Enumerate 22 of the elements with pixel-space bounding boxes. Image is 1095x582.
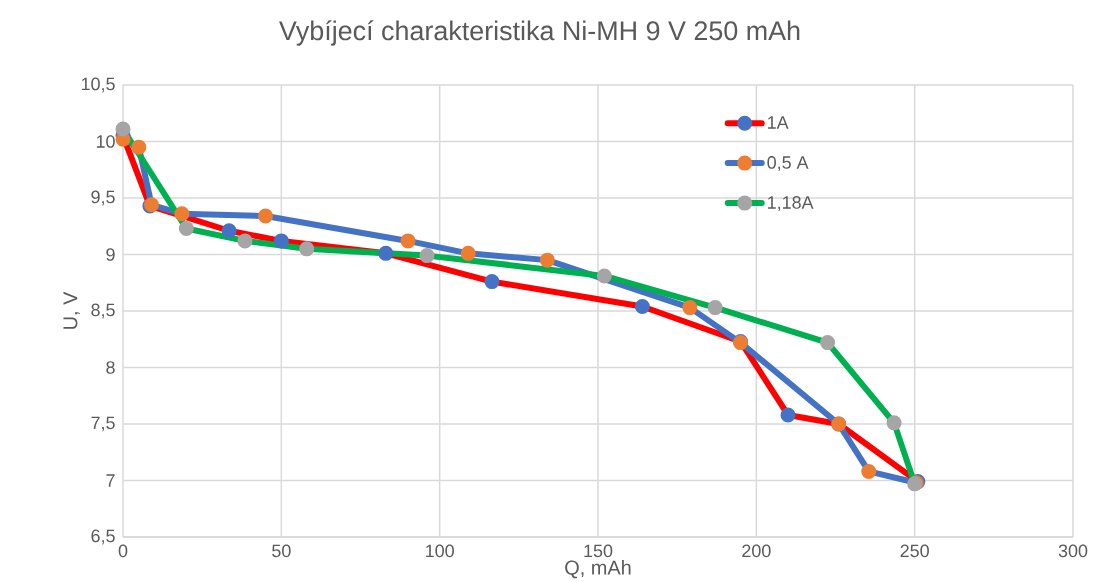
legend-label: 1,18A [768,196,814,212]
y-tick-label: 9,5 [91,190,115,206]
y-tick-label: 8 [106,361,115,375]
x-tick-label: 150 [584,544,613,558]
x-axis-title: Q, mAh [565,560,631,579]
x-tick-label: 0 [118,544,128,558]
x-tick-label: 50 [272,544,291,558]
y-tick-label: 7,5 [91,416,115,432]
y-tick-label: 9 [106,248,115,262]
y-tick-label: 8,5 [91,303,115,319]
y-tick-label: 6,5 [91,529,115,545]
legend-label: 1A [768,116,789,129]
x-tick-label: 300 [1058,544,1088,558]
y-tick-label: 10 [96,135,115,149]
legend-label: 0,5 A [767,156,809,172]
y-tick-label: 7 [106,474,115,487]
chart-title: Vybíjecí charakteristika Ni-MH 9 V 250 mAh [279,20,800,46]
x-tick-label: 200 [742,544,771,558]
x-tick-label: 100 [426,544,454,558]
x-tick-label: 250 [900,544,929,558]
y-tick-label: 10,5 [81,77,115,93]
y-axis-title: U, V [63,291,80,330]
